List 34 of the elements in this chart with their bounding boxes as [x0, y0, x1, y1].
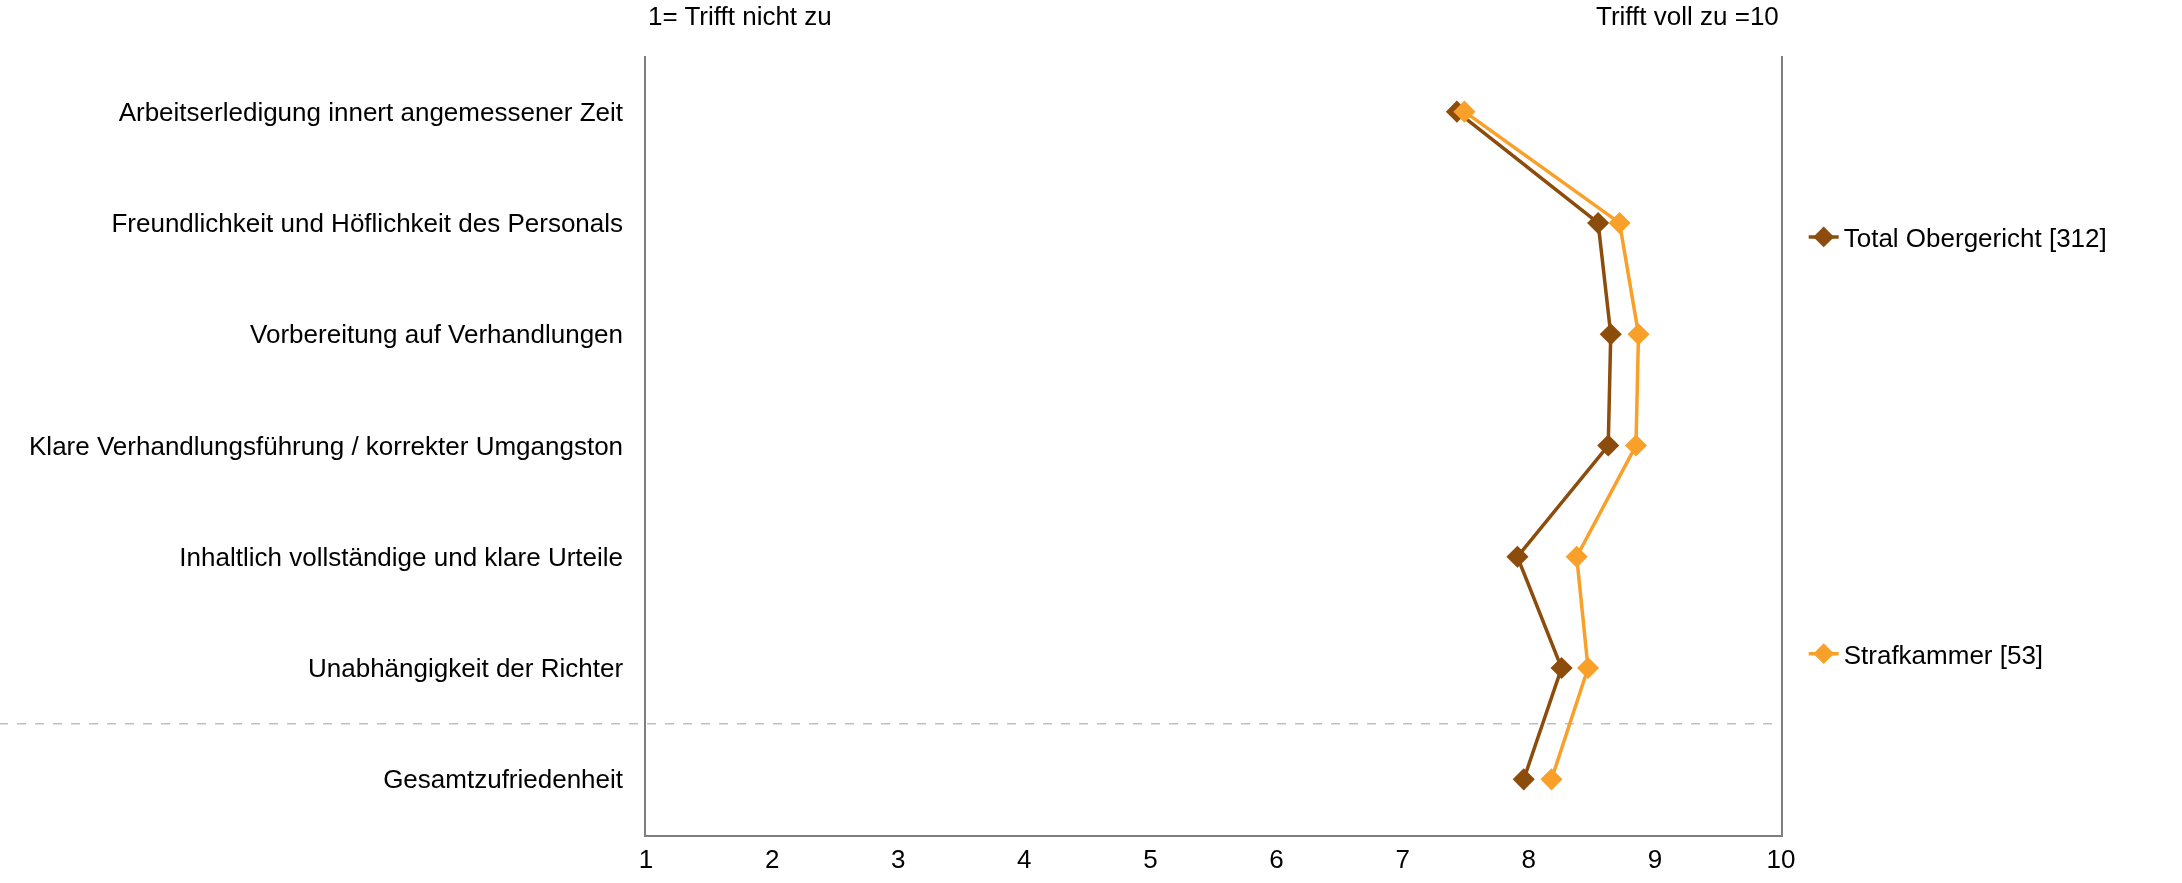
- point: [1608, 211, 1631, 234]
- point: [1599, 323, 1622, 346]
- x-tick-label: 5: [1143, 843, 1158, 874]
- y-tick-label: Freundlichkeit und Höflichkeit des Personals: [111, 208, 624, 239]
- y-tick-label: Vorbereitung auf Verhandlungen: [250, 319, 624, 350]
- text: 1= Trifft nicht zu: [648, 1, 832, 31]
- point: [1587, 211, 1610, 234]
- x-tick-label: 9: [1647, 843, 1663, 874]
- point: [1577, 657, 1600, 680]
- point: [1597, 434, 1620, 457]
- point: [1627, 323, 1650, 346]
- x-tick-label: 6: [1269, 843, 1284, 874]
- y-tick-label: Unabhängigkeit der Richter: [307, 653, 624, 684]
- y-tick-label: Inhaltlich vollständige und klare Urteile: [179, 541, 624, 572]
- point: [1506, 545, 1529, 568]
- point: [1453, 100, 1476, 123]
- point: [1624, 434, 1648, 457]
- y-tick-label: Klare Verhandlungsführung / korrekter Umgangston: [29, 430, 624, 461]
- point: [1540, 768, 1563, 791]
- y-tick-label: Arbeitserledigung innert angemessener Zeit: [118, 96, 624, 127]
- x-tick-label: 1: [638, 843, 654, 874]
- x-tick-label: 4: [1017, 843, 1032, 874]
- x-tick-label: 7: [1395, 843, 1410, 874]
- x-tick-label: 8: [1521, 843, 1537, 874]
- point: [1550, 657, 1573, 680]
- x-tick-label: 2: [764, 843, 780, 874]
- x-tick-label: 3: [890, 843, 906, 874]
- legend-label: Total Obergericht [312]: [1843, 223, 2107, 254]
- point: [1512, 768, 1535, 791]
- y-tick-label: Gesamtzufriedenheit: [383, 764, 624, 795]
- point: [1565, 545, 1588, 568]
- legend-label: Strafkammer [53]: [1843, 639, 2044, 670]
- x-tick-label: 10: [1766, 843, 1796, 874]
- text: Trifft voll zu =10: [1596, 1, 1779, 31]
